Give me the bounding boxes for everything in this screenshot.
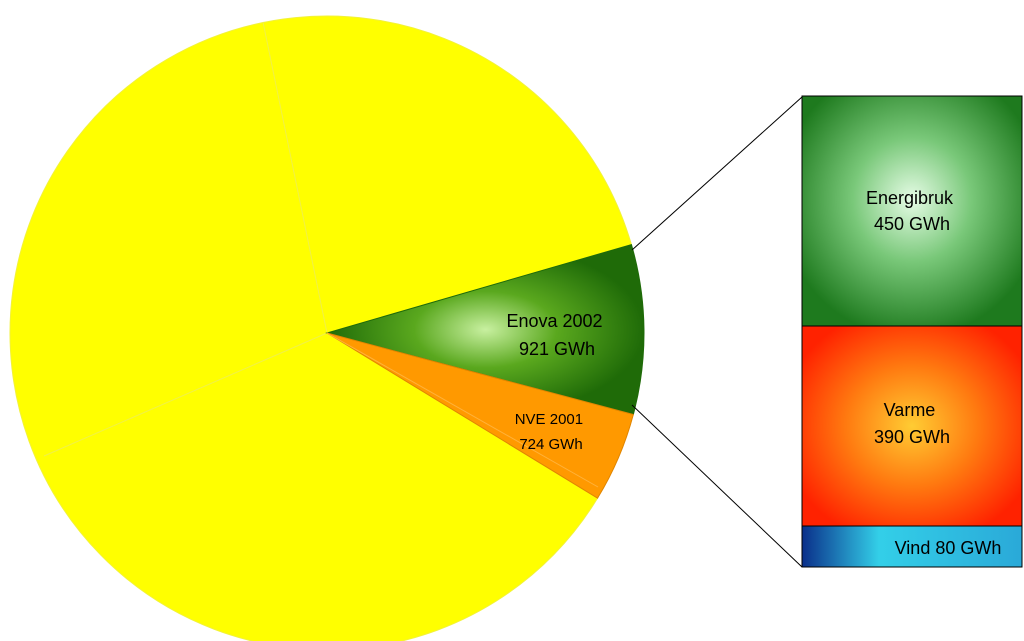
bar-label-energibruk-line1: Energibruk <box>866 188 954 208</box>
pie-remainder-divider <box>262 21 328 334</box>
bar-segment-vind <box>801 525 1023 568</box>
bar-label-energibruk-line2: 450 GWh <box>874 214 950 234</box>
pie-label-nve-line1: NVE 2001 <box>515 411 583 428</box>
connector-line-top <box>631 96 803 251</box>
connector-line-bottom <box>631 404 803 568</box>
pie-label-enova-2002: Enova 2002 921 GWh <box>506 311 607 359</box>
pie-label-enova-line2: 921 GWh <box>519 339 595 359</box>
pie-label-enova-line1: Enova 2002 <box>506 311 602 331</box>
bar-segment-varme <box>801 325 1023 527</box>
bar-label-varme-line2: 390 GWh <box>874 427 950 447</box>
bar-label-vind: Vind 80 GWh <box>895 538 1002 558</box>
bar-segment-energibruk <box>801 95 1023 327</box>
pie-label-nve-2001: NVE 2001 724 GWh <box>515 411 588 453</box>
pie-remainder-divider <box>43 332 328 457</box>
pie-slice-nve-2001 <box>326 332 634 499</box>
pie-label-nve-line2: 724 GWh <box>519 436 582 453</box>
bar-label-energibruk: Energibruk 450 GWh <box>866 188 958 234</box>
bar-label-varme: Varme 390 GWh <box>874 400 950 447</box>
pie-slice-enova-2002 <box>325 243 645 416</box>
bar-label-varme-line1: Varme <box>884 400 936 420</box>
pie-remainder-slice <box>9 15 633 641</box>
pie-nve-inner-divider <box>326 332 599 488</box>
